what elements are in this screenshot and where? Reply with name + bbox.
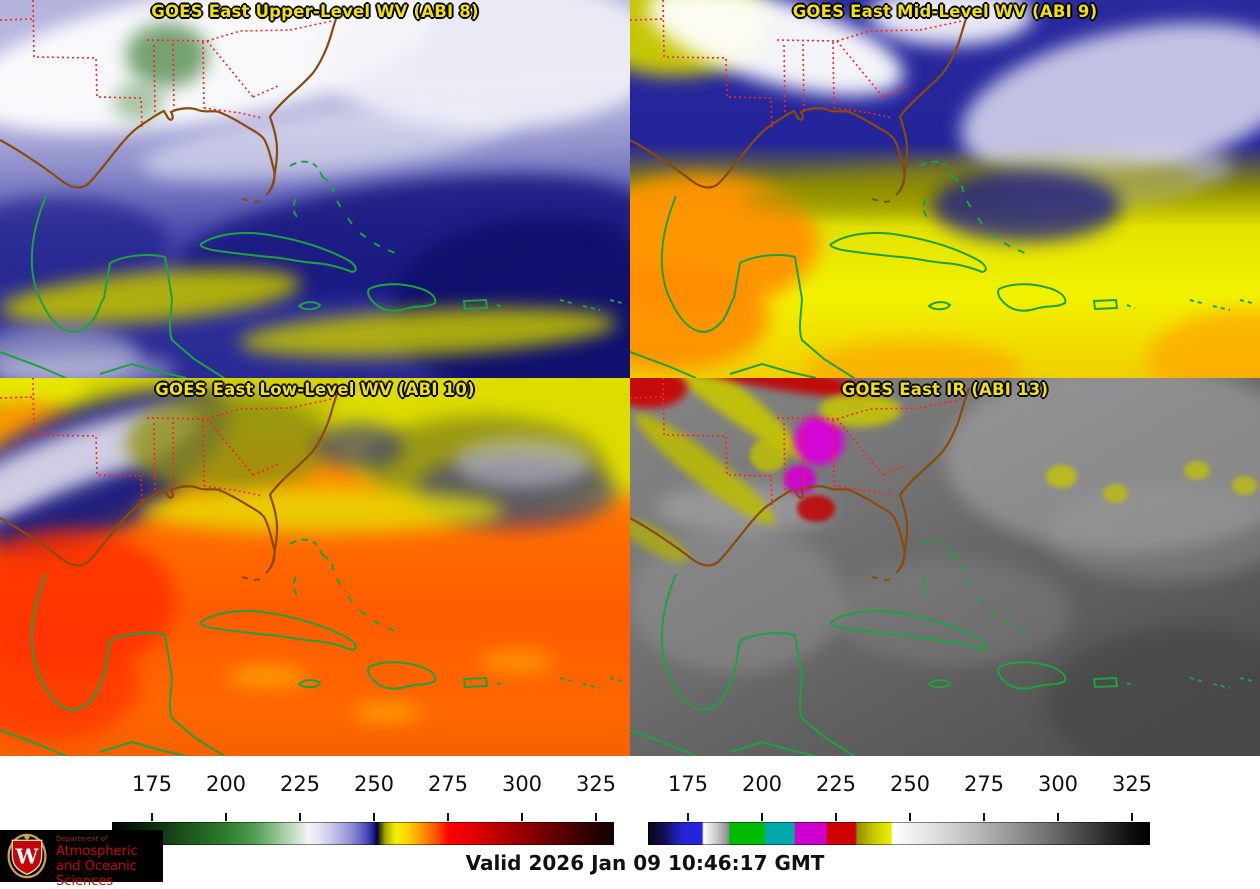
- colorbar-tick: [909, 813, 911, 821]
- basemap-overlay: [630, 0, 1254, 378]
- colorbar-tick-label: 175: [131, 772, 173, 796]
- imagery-feature: [1184, 461, 1210, 481]
- panel-ir: GOES East IR (ABI 13): [630, 378, 1260, 756]
- low-level-wv-imagery: [0, 378, 630, 756]
- imagery-feature: [226, 665, 309, 688]
- colorbar-tick: [1131, 813, 1133, 821]
- panel-upper-level-wv: GOES East Upper-Level WV (ABI 8): [0, 0, 630, 378]
- ir-colorbar: 175 200 225 250 275 300 325: [648, 772, 1152, 850]
- colorbar-tick: [835, 813, 837, 821]
- colorbar-tick: [299, 813, 301, 821]
- imagery-feature: [1045, 483, 1260, 583]
- imagery-feature: [831, 559, 1071, 666]
- colorbar-tick-label: 175: [667, 772, 709, 796]
- logo-text: Department of Atmospheric and Oceanic Sc…: [56, 835, 163, 889]
- colorbar-tick: [225, 813, 227, 821]
- colorbar-tick-label: 200: [205, 772, 247, 796]
- basemap-overlay: [0, 0, 624, 378]
- wv-colorbar-gradient: [112, 822, 614, 845]
- logo-line2: and Oceanic Sciences: [56, 859, 137, 889]
- colorbar-tick-label: 225: [279, 772, 321, 796]
- ir-imagery: [630, 378, 1260, 756]
- satellite-quad-view: GOES East Upper-Level WV (ABI 8) GOES Ea…: [0, 0, 1260, 756]
- panel-title: GOES East IR (ABI 13): [841, 380, 1049, 399]
- mid-level-wv-imagery: [630, 0, 1260, 378]
- imagery-feature: [138, 487, 504, 533]
- colorbar-tick-label: 250: [889, 772, 931, 796]
- logo-monogram: W: [15, 844, 39, 868]
- colorbar-tick: [151, 813, 153, 821]
- panel-mid-level-wv: GOES East Mid-Level WV (ABI 9): [630, 0, 1260, 378]
- imagery-feature: [0, 627, 139, 741]
- basemap-overlay: [630, 378, 1254, 756]
- colorbar-tick-label: 300: [501, 772, 543, 796]
- basemap-overlay: [0, 378, 624, 756]
- imagery-feature: [126, 22, 208, 87]
- logo-line1: Atmospheric: [56, 844, 138, 859]
- valid-timestamp: Valid 2026 Jan 09 10:46:17 GMT: [465, 851, 825, 875]
- panel-title: GOES East Upper-Level WV (ABI 8): [151, 2, 479, 21]
- imagery-feature: [932, 170, 1122, 242]
- imagery-feature: [315, 423, 404, 469]
- imagery-feature: [352, 703, 423, 722]
- aos-logo: W Department of Atmospheric and Oceanic …: [0, 830, 163, 889]
- colorbar-tick: [595, 813, 597, 821]
- colorbar-tick: [521, 813, 523, 821]
- colorbar-tick-label: 300: [1037, 772, 1079, 796]
- colorbar-tick: [761, 813, 763, 821]
- colorbar-tick-label: 325: [1111, 772, 1153, 796]
- imagery-feature: [796, 495, 835, 522]
- ir-colorbar-gradient: [648, 822, 1150, 845]
- footer: 175 200 225 250 275 300 325 175 200 225 …: [0, 756, 1260, 889]
- uw-crest-icon: W: [7, 833, 47, 879]
- panel-title: GOES East Low-Level WV (ABI 10): [155, 380, 475, 399]
- imagery-feature: [1102, 483, 1128, 503]
- colorbar-tick-label: 325: [575, 772, 617, 796]
- imagery-feature: [453, 438, 593, 488]
- colorbar-tick: [1057, 813, 1059, 821]
- colorbar-tick: [447, 813, 449, 821]
- imagery-feature: [1045, 464, 1078, 488]
- colorbar-tick-label: 275: [963, 772, 1005, 796]
- logo-dept-line: Department of: [56, 835, 108, 843]
- colorbar-tick: [687, 813, 689, 821]
- colorbar-tick-label: 200: [741, 772, 783, 796]
- colorbar-tick-label: 250: [353, 772, 395, 796]
- imagery-feature: [749, 438, 788, 473]
- wv-colorbar: 175 200 225 250 275 300 325: [112, 772, 616, 850]
- colorbar-tick-label: 225: [815, 772, 857, 796]
- colorbar-tick-label: 275: [427, 772, 469, 796]
- colorbar-tick: [373, 813, 375, 821]
- upper-level-wv-imagery: [0, 0, 630, 378]
- colorbar-tick: [983, 813, 985, 821]
- imagery-feature: [1231, 476, 1257, 496]
- panel-low-level-wv: GOES East Low-Level WV (ABI 10): [0, 378, 630, 756]
- panel-title: GOES East Mid-Level WV (ABI 9): [792, 2, 1098, 21]
- imagery-feature: [478, 650, 555, 673]
